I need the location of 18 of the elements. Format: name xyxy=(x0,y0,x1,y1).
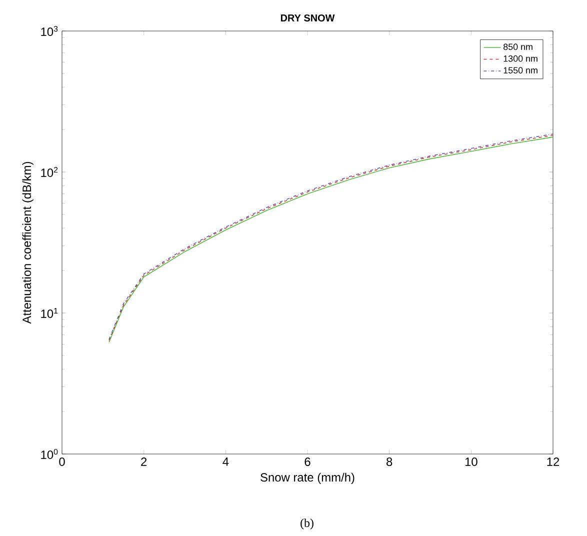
y-tick-label: 10$^{3}$ xyxy=(41,26,58,36)
legend-label: 850 nm xyxy=(504,44,532,50)
x-tick-label: 12 xyxy=(547,458,560,466)
legend-label: 1300 nm xyxy=(504,55,538,62)
y-tick-label: 10$^{0}$ xyxy=(41,448,58,459)
x-tick-label: 8 xyxy=(386,458,392,466)
text: (b) xyxy=(300,518,314,530)
y-tick-label: 10$^{1}$ xyxy=(41,308,58,318)
x-tick-label: 2 xyxy=(141,458,147,466)
chart-title: DRY SNOW xyxy=(280,14,335,22)
legend-label: 1550 nm xyxy=(504,67,538,74)
x-tick-label: 0 xyxy=(59,458,65,466)
x-tick-label: 6 xyxy=(304,458,310,466)
y-tick-label: 10$^{2}$ xyxy=(41,166,58,177)
x-axis-title: Snow rate (mm/h) xyxy=(260,472,354,484)
x-tick-label: 4 xyxy=(222,458,229,466)
y-axis-title: Attenuation coefficient (dB/km) xyxy=(22,162,34,324)
x-tick-label: 10 xyxy=(465,458,478,466)
